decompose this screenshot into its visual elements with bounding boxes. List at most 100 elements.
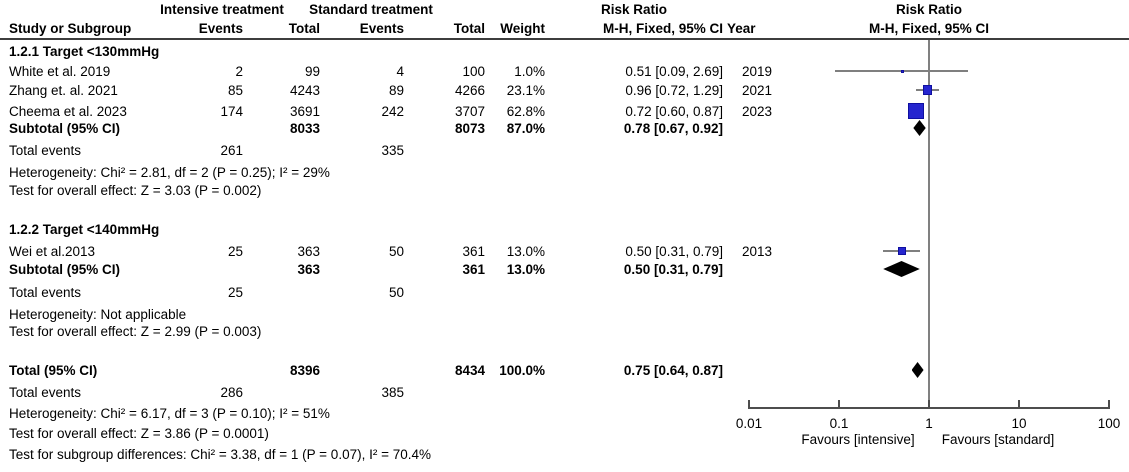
x-axis-line [748,407,1110,409]
year-value: 2019 [742,63,773,79]
weight-value: 23.1% [506,82,545,98]
subgroup-difference-text: Test for subgroup differences: Chi² = 3.… [9,446,431,462]
year-value: 2023 [742,103,773,119]
axis-tick [928,400,930,408]
weight-value: 13.0% [506,243,545,259]
col-rr-method: M-H, Fixed, 95% CI [602,20,723,36]
events-standard: 4 [396,63,404,79]
subgroup-header-row: 1.2.2 Target <140mmHg [0,221,772,238]
heterogeneity-row: Heterogeneity: Chi² = 6.17, df = 3 (P = … [0,405,772,422]
study-row: White et al. 2019 2 99 4 100 1.0% 0.51 [… [0,63,772,80]
axis-tick-label: 10 [1011,416,1027,431]
axis-tick-label: 100 [1097,416,1121,431]
study-row: Wei et al.2013 25 363 50 361 13.0% 0.50 … [0,243,772,260]
axis-tick [1018,400,1020,408]
subgroup-difference-row: Test for subgroup differences: Chi² = 3.… [0,446,772,463]
total-intensive: 3691 [289,103,320,119]
events-intensive: 2 [235,63,243,79]
weight-value: 13.0% [506,261,545,277]
col-total-intensive: Total [288,20,320,36]
col-events-intensive: Events [198,20,243,36]
subgroup-header-row: 1.2.1 Target <130mmHg [0,43,772,60]
axis-tick-label: 1 [925,416,933,431]
subtotal-row: Subtotal (95% CI) 363 361 13.0% 0.50 [0.… [0,261,772,278]
subtotal-row: Subtotal (95% CI) 8033 8073 87.0% 0.78 [… [0,120,772,137]
events-intensive: 174 [220,103,243,119]
effect-square [898,247,906,255]
year-value: 2021 [742,82,773,98]
effect-square [908,103,925,119]
summary-diamond [883,261,920,277]
favours-left-label: Favours [intensive] [801,432,915,447]
total-events-row: Total events 261 335 [0,142,772,159]
summary-diamond [913,120,926,136]
events-intensive: 25 [227,243,243,259]
axis-tick [1108,400,1110,408]
subgroup-title: 1.2.2 Target <140mmHg [9,221,160,237]
header-rule [0,38,1129,40]
events-standard: 242 [381,103,404,119]
year-value: 2013 [742,243,773,259]
study-name: Wei et al.2013 [9,243,96,259]
total-intensive: 8033 [289,120,320,136]
axis-tick [838,400,840,408]
effect-square [901,69,905,73]
rr-ci-value: 0.50 [0.31, 0.79] [623,261,723,277]
subgroup-title: 1.2.1 Target <130mmHg [9,43,160,59]
col-year: Year [727,20,756,36]
events-intensive: 261 [220,142,243,158]
rr-ci-value: 0.78 [0.67, 0.92] [623,120,723,136]
overall-effect-text: Test for overall effect: Z = 3.86 (P = 0… [9,425,269,441]
total-events-row: Total events 286 385 [0,384,772,401]
plot-subtitle: M-H, Fixed, 95% CI [868,21,990,36]
heterogeneity-text: Heterogeneity: Not applicable [9,306,187,322]
weight-value: 87.0% [506,120,545,136]
heterogeneity-row: Heterogeneity: Not applicable [0,306,772,323]
events-standard: 335 [381,142,404,158]
heterogeneity-row: Heterogeneity: Chi² = 2.81, df = 2 (P = … [0,164,772,181]
column-header-row: Study or Subgroup Events Total Events To… [0,20,772,37]
grand-total-row: Total (95% CI) 8396 8434 100.0% 0.75 [0.… [0,362,772,379]
study-row: Cheema et al. 2023 174 3691 242 3707 62.… [0,103,772,120]
axis-tick-label: 0.1 [829,416,849,431]
total-standard: 8073 [454,120,485,136]
col-study: Study or Subgroup [9,20,132,36]
overall-effect-text: Test for overall effect: Z = 3.03 (P = 0… [9,182,262,198]
summary-diamond [911,362,924,378]
total-standard: 4266 [454,82,485,98]
total-label: Total (95% CI) [9,362,98,378]
axis-tick [748,400,750,408]
plot-title: Risk Ratio [895,2,963,17]
group-header-standard: Standard treatment [309,2,433,17]
events-standard: 89 [388,82,404,98]
overall-effect-row: Test for overall effect: Z = 3.86 (P = 0… [0,425,772,442]
total-intensive: 99 [304,63,320,79]
events-intensive: 286 [220,384,243,400]
rr-column-title: Risk Ratio [600,2,668,17]
rr-ci-value: 0.96 [0.72, 1.29] [625,82,723,98]
weight-value: 100.0% [499,362,545,378]
subtotal-label: Subtotal (95% CI) [9,261,121,277]
reference-line [928,40,930,409]
study-name: White et al. 2019 [9,63,111,79]
rr-ci-value: 0.72 [0.60, 0.87] [625,103,723,119]
col-weight: Weight [500,20,545,36]
total-events-label: Total events [9,384,82,400]
total-events-label: Total events [9,284,82,300]
total-standard: 3707 [454,103,485,119]
total-events-label: Total events [9,142,82,158]
rr-ci-value: 0.75 [0.64, 0.87] [623,362,723,378]
total-standard: 361 [462,261,485,277]
weight-value: 1.0% [514,63,545,79]
total-standard: 361 [462,243,485,259]
total-standard: 100 [462,63,485,79]
overall-effect-text: Test for overall effect: Z = 2.99 (P = 0… [9,323,262,339]
total-intensive: 363 [297,243,320,259]
col-events-standard: Events [359,20,404,36]
events-standard: 50 [388,243,404,259]
axis-tick-label: 0.01 [735,416,763,431]
events-intensive: 85 [227,82,243,98]
study-row: Zhang et. al. 2021 85 4243 89 4266 23.1%… [0,82,772,99]
group-header-intensive: Intensive treatment [160,2,284,17]
